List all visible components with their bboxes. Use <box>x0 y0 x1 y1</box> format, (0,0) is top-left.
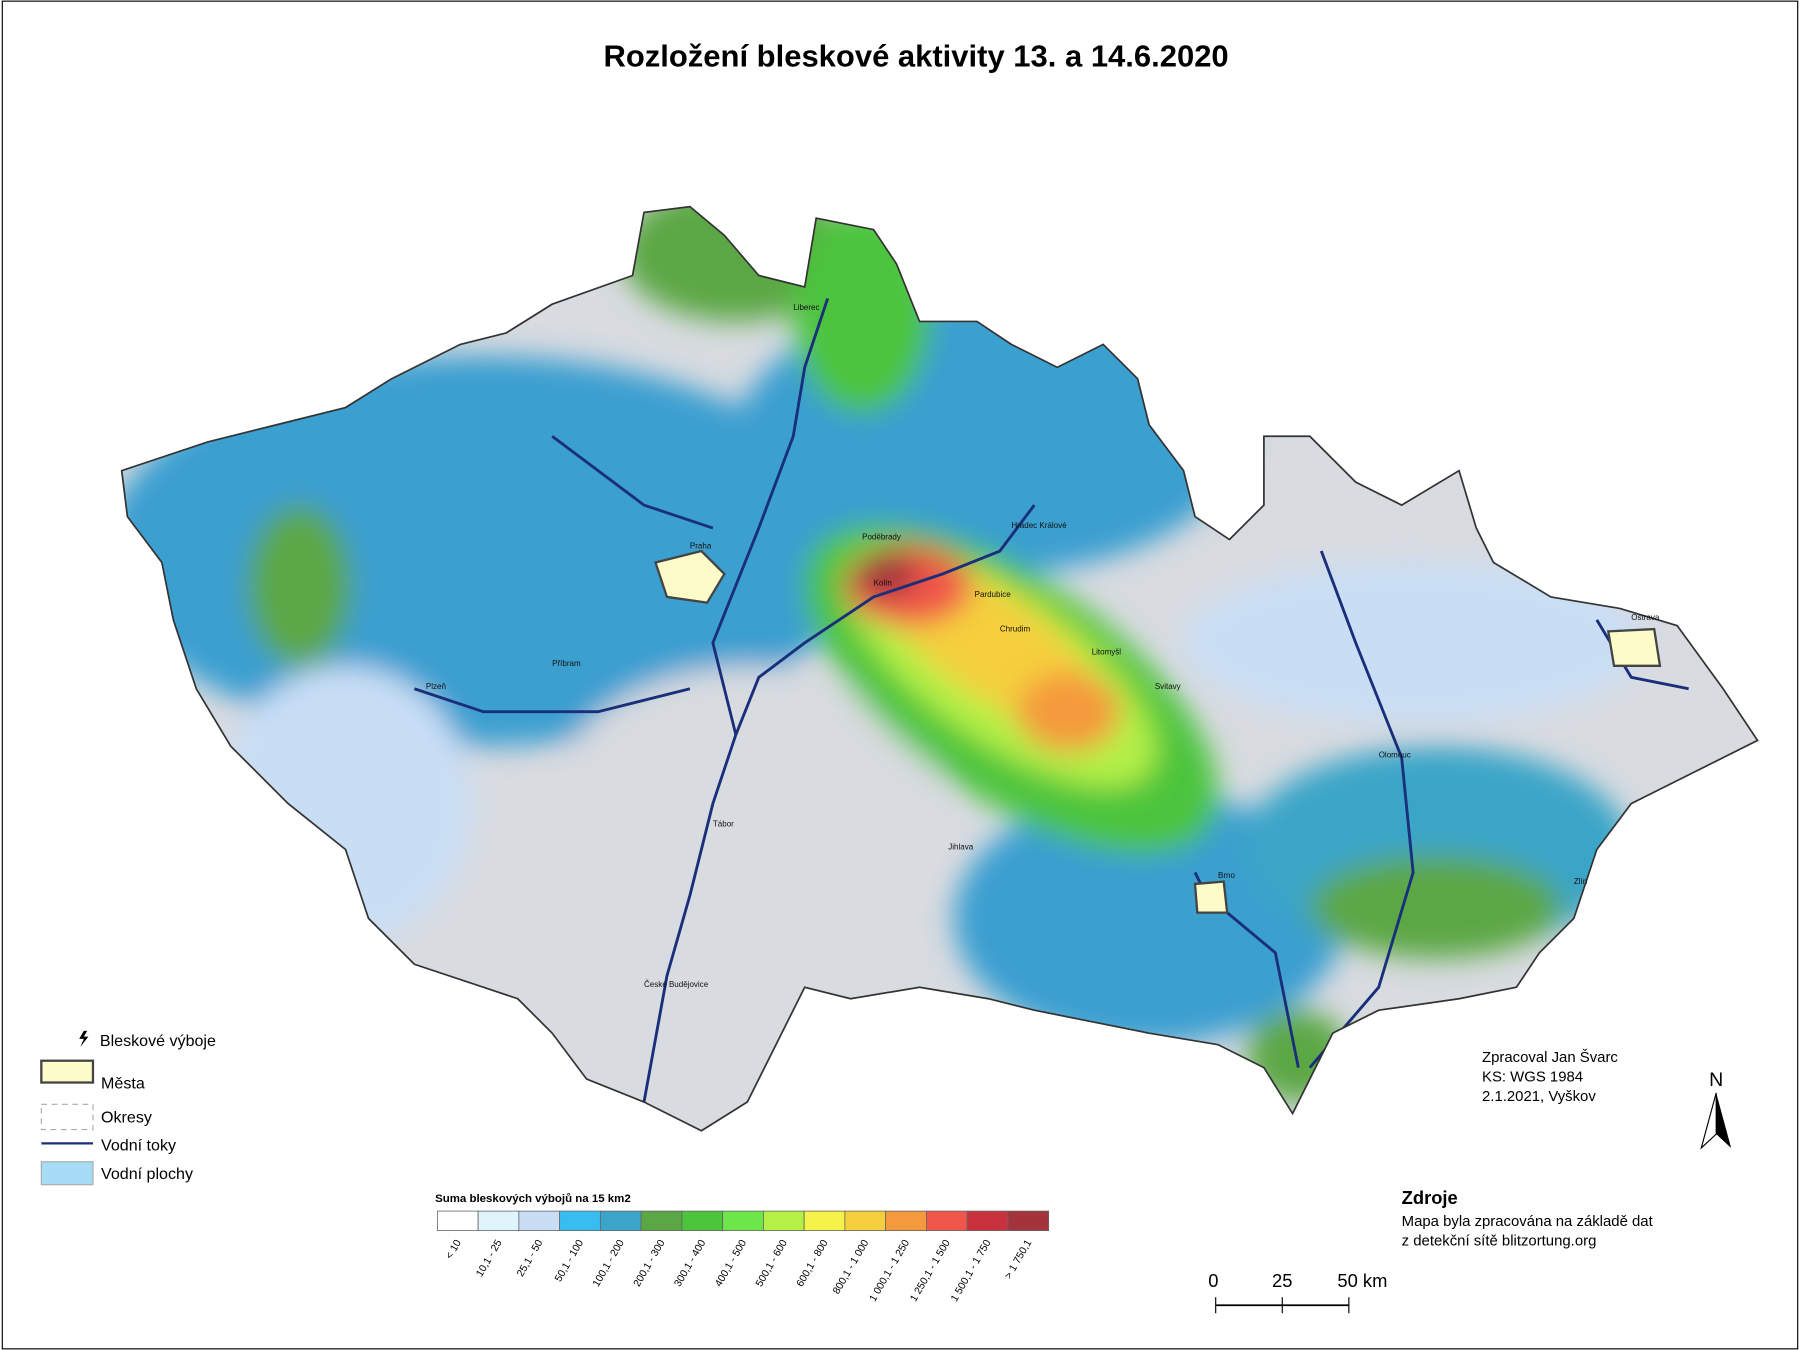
legend-label: Vodní plochy <box>101 1165 193 1183</box>
city-label: Příbram <box>552 659 581 668</box>
city-label: Poděbrady <box>862 533 901 542</box>
scale-bar: 0 25 50 km <box>1208 1270 1387 1314</box>
sources-line: z detekční sítě blitzortung.org <box>1402 1233 1597 1250</box>
color-swatch <box>885 1210 927 1232</box>
city-labels: Praha Brno Pardubice Hradec Králové Ostrava O… <box>426 303 1660 989</box>
credit: KS: WGS 1984 <box>1482 1068 1583 1085</box>
city-label: Pardubice <box>975 590 1012 599</box>
north-label: N <box>1709 1069 1723 1091</box>
color-swatch <box>436 1210 479 1232</box>
color-swatch <box>762 1210 805 1232</box>
legend-swatch <box>40 1059 95 1084</box>
city-area <box>1193 880 1229 914</box>
city-area <box>1606 627 1662 667</box>
credit: Zpracoval Jan Švarc <box>1482 1049 1618 1066</box>
legend-label: Města <box>101 1074 145 1092</box>
legend-label: Okresy <box>101 1109 152 1127</box>
city-label: Plzeň <box>426 682 446 691</box>
map-legend: Bleskové výboje Města Okresy Vodní toky … <box>40 1030 216 1186</box>
city-label: Ostrava <box>1631 613 1660 622</box>
color-swatch <box>640 1210 683 1232</box>
color-swatch <box>681 1210 724 1232</box>
color-swatch <box>518 1210 561 1232</box>
color-swatch <box>966 1210 1009 1232</box>
color-swatch <box>803 1210 846 1232</box>
city-label: Liberec <box>793 303 819 312</box>
scale-title: Suma bleskových výbojů na 15 km2 <box>435 1193 631 1205</box>
city-label: Chrudim <box>1000 624 1031 633</box>
scale-label: 0 <box>1208 1270 1218 1291</box>
city-label: Hradec Králové <box>1011 521 1067 530</box>
sources-title: Zdroje <box>1402 1187 1458 1208</box>
city-area <box>654 549 726 604</box>
credit: 2.1.2021, Vyškov <box>1482 1088 1596 1105</box>
city-label: Zlín <box>1574 877 1587 886</box>
legend-swatch <box>40 1161 94 1186</box>
color-swatch <box>559 1210 601 1232</box>
color-swatch <box>477 1210 520 1232</box>
city-label: České Budějovice <box>644 980 709 989</box>
color-swatch <box>1007 1210 1050 1232</box>
color-swatch <box>844 1210 887 1232</box>
sources-line: Mapa byla zpracována na základě dat <box>1402 1213 1654 1230</box>
scale-label: 25 <box>1272 1270 1292 1291</box>
city-label: Praha <box>690 542 712 551</box>
title: Rozložení bleskové aktivity 13. a 14.6.2… <box>603 39 1228 74</box>
lightning-icon <box>79 1030 89 1047</box>
north-arrow <box>1716 1092 1732 1148</box>
scale-label: 50 km <box>1337 1270 1387 1291</box>
city-label: Brno <box>1218 871 1235 880</box>
color-swatch <box>926 1210 968 1232</box>
city-label: Svitavy <box>1155 682 1181 691</box>
city-label: Jihlava <box>948 842 973 851</box>
color-swatch <box>599 1210 642 1232</box>
legend-swatch <box>40 1103 94 1131</box>
city-label: Litomyšl <box>1092 647 1122 656</box>
city-label: Olomouc <box>1379 751 1411 760</box>
city-label: Kolín <box>874 578 892 587</box>
color-swatch <box>722 1210 764 1232</box>
city-label: Tábor <box>713 820 734 829</box>
legend-label: Bleskové výboje <box>100 1032 216 1050</box>
legend-label: Vodní toky <box>101 1136 176 1154</box>
